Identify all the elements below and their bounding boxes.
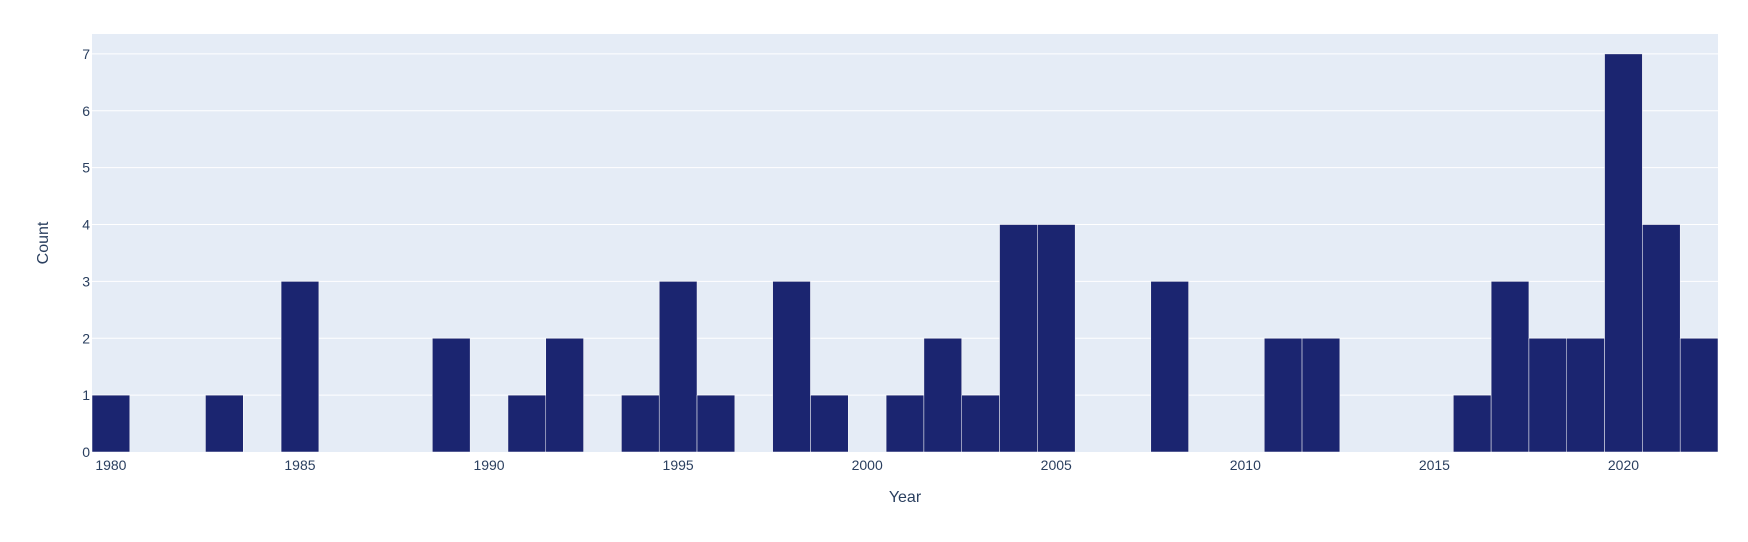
- y-tick-label: 4: [82, 217, 90, 233]
- histogram-bar: [1604, 53, 1643, 453]
- histogram-bar: [999, 224, 1038, 453]
- x-axis-ticks: 1980 1985 1990 1995 2000 2005 2010 2015 2020: [95, 457, 1639, 473]
- histogram-bar: [1301, 338, 1341, 453]
- histogram-bar: [1150, 281, 1189, 453]
- x-axis-title: Year: [889, 489, 922, 506]
- gridlines: [92, 53, 1718, 396]
- y-tick-label: 1: [82, 387, 90, 403]
- histogram-bar: [810, 394, 849, 453]
- x-tick-label: 2010: [1230, 457, 1261, 473]
- y-tick-label: 2: [82, 330, 90, 346]
- histogram-bar: [1263, 338, 1303, 453]
- histogram-bar: [961, 394, 1000, 453]
- histogram-bar: [1453, 394, 1492, 453]
- x-tick-label: 1980: [95, 457, 126, 473]
- x-tick-label: 2005: [1041, 457, 1072, 473]
- y-tick-label: 0: [82, 444, 90, 460]
- bars: [91, 53, 1719, 453]
- x-tick-label: 1995: [663, 457, 694, 473]
- y-axis-ticks: 0 1 2 3 4 5 6 7: [82, 46, 90, 460]
- histogram-bar: [1679, 338, 1719, 453]
- y-tick-label: 5: [82, 160, 90, 176]
- histogram-bar: [885, 394, 925, 453]
- histogram-bar: [1490, 281, 1530, 453]
- histogram-bar: [1642, 224, 1681, 453]
- histogram-bar: [1566, 338, 1605, 453]
- x-tick-label: 1990: [473, 457, 504, 473]
- histogram-bar: [507, 394, 547, 453]
- histogram-bar: [545, 338, 584, 453]
- x-tick-label: 2020: [1608, 457, 1639, 473]
- histogram-bar: [923, 338, 962, 453]
- histogram-bar: [621, 394, 660, 453]
- histogram-bar: [772, 281, 811, 453]
- y-tick-label: 6: [82, 103, 90, 119]
- y-tick-label: 3: [82, 273, 90, 289]
- y-axis-title: Count: [35, 221, 52, 264]
- histogram-bar: [658, 281, 698, 453]
- histogram-bar: [91, 394, 131, 453]
- plot-background: [92, 34, 1718, 452]
- x-tick-label: 2000: [852, 457, 883, 473]
- histogram-bar: [432, 338, 471, 453]
- x-tick-label: 2015: [1419, 457, 1450, 473]
- histogram-bar: [1528, 338, 1567, 453]
- histogram-bar: [280, 281, 320, 453]
- histogram-bar: [696, 394, 736, 453]
- y-tick-label: 7: [82, 46, 90, 62]
- histogram-bar: [205, 394, 244, 453]
- histogram-bar: [1037, 224, 1076, 453]
- x-tick-label: 1985: [284, 457, 315, 473]
